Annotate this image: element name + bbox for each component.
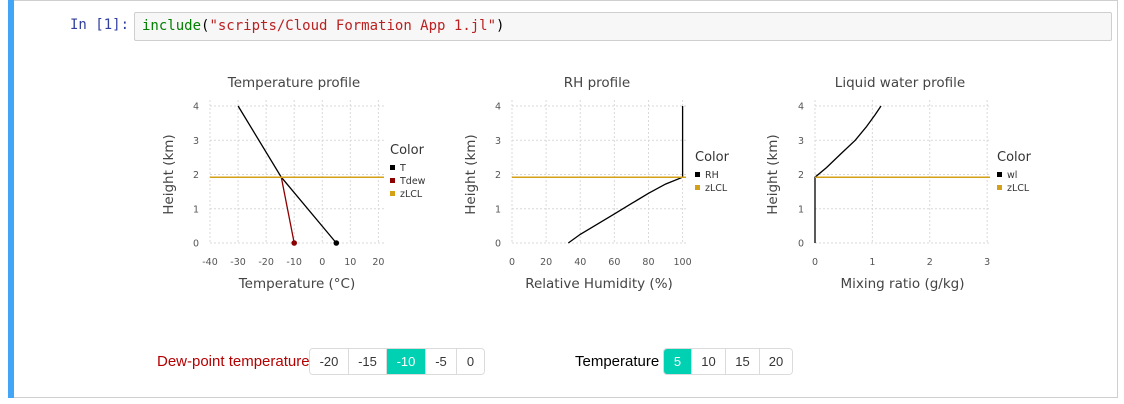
x-tick-label: 20 — [372, 257, 384, 268]
temperature-option[interactable]: 10 — [692, 349, 726, 374]
dewpoint-selector: -20 -15 -10 -5 0 — [309, 348, 485, 375]
y-tick-label: 0 — [193, 239, 199, 250]
dewpoint-option[interactable]: 0 — [457, 349, 484, 374]
legend-swatch — [390, 178, 395, 183]
x-tick-label: 20 — [540, 257, 552, 268]
x-tick-label: -10 — [286, 257, 302, 268]
code-string-arg: "scripts/Cloud Formation App 1.jl" — [209, 18, 497, 34]
legend-label: zLCL — [1007, 183, 1030, 194]
y-tick-label: 4 — [193, 102, 199, 113]
y-tick-label: 0 — [495, 239, 501, 250]
x-tick-label: -20 — [258, 257, 274, 268]
x-tick-label: 80 — [642, 257, 654, 268]
chart-1: Temperature profile -40 -30 -20 -10 0 10 20 0 1 2 3… — [161, 75, 426, 292]
dewpoint-option[interactable]: -5 — [426, 349, 457, 374]
y-tick-label: 2 — [193, 170, 199, 181]
x-tick-label: 0 — [812, 257, 818, 268]
chart-title: RH profile — [564, 75, 630, 91]
x-axis-label: Relative Humidity (%) — [525, 276, 673, 292]
x-tick-label: 100 — [674, 257, 692, 268]
notebook-cell — [8, 0, 1118, 398]
cell-selection-bar — [8, 0, 14, 398]
legend-swatch — [695, 172, 700, 177]
code-paren-close: ) — [496, 18, 505, 34]
code-function: include — [142, 18, 202, 34]
x-tick-label: -30 — [230, 257, 246, 268]
legend-label: zLCL — [400, 189, 423, 200]
series-line-Tdew — [280, 177, 295, 244]
legend-swatch — [390, 165, 395, 170]
y-tick-label: 1 — [798, 204, 804, 215]
y-axis-label: Height (km) — [463, 134, 479, 214]
dewpoint-label: Dew-point temperature — [157, 353, 310, 370]
temperature-selector: 5 10 15 20 — [663, 348, 793, 375]
cell-prompt: In [1]: — [70, 17, 130, 33]
y-tick-label: 3 — [495, 136, 501, 147]
y-tick-label: 3 — [193, 136, 199, 147]
y-tick-label: 3 — [798, 136, 804, 147]
code-paren-open: ( — [201, 18, 210, 34]
chart-3: Liquid water profile 0 1 2 3 0 1 2 3 4 Mixing rati… — [765, 75, 1032, 292]
legend-label: zLCL — [705, 183, 728, 194]
temperature-option[interactable]: 20 — [760, 349, 792, 374]
y-tick-label: 2 — [798, 170, 804, 181]
x-tick-label: 60 — [608, 257, 620, 268]
x-tick-label: 0 — [319, 257, 325, 268]
y-tick-label: 0 — [798, 239, 804, 250]
x-tick-label: -40 — [202, 257, 218, 268]
legend-title: Color — [695, 150, 730, 165]
series-line-RH — [567, 106, 684, 244]
x-tick-label: 0 — [509, 257, 515, 268]
chart-2: RH profile 0 20 40 60 80 100 0 1 2 3 4 Relative Humi… — [463, 75, 730, 292]
x-tick-label: 40 — [574, 257, 586, 268]
x-axis-label: Mixing ratio (g/kg) — [840, 276, 964, 292]
legend-swatch — [997, 172, 1002, 177]
legend-title: Color — [390, 143, 425, 158]
legend-swatch — [997, 185, 1002, 190]
chart-title: Temperature profile — [227, 75, 360, 91]
x-axis-label: Temperature (°C) — [238, 276, 356, 292]
x-tick-label: 1 — [869, 257, 875, 268]
legend-swatch — [390, 191, 395, 196]
legend-label: T — [399, 163, 406, 174]
legend-label: RH — [705, 170, 719, 181]
y-tick-label: 4 — [798, 102, 804, 113]
dewpoint-option[interactable]: -15 — [349, 349, 387, 374]
temperature-option[interactable]: 15 — [726, 349, 760, 374]
dewpoint-option[interactable]: -20 — [310, 349, 349, 374]
y-axis-label: Height (km) — [161, 134, 177, 214]
chart-title: Liquid water profile — [835, 75, 965, 91]
temperature-label: Temperature — [575, 353, 660, 370]
series-marker-T — [333, 240, 340, 246]
y-tick-label: 4 — [495, 102, 501, 113]
x-tick-label: 10 — [344, 257, 356, 268]
x-tick-label: 3 — [984, 257, 990, 268]
y-tick-label: 1 — [495, 204, 501, 215]
y-axis-label: Height (km) — [765, 134, 781, 214]
plots-svg: Temperature profile-40 -30 -20 -10 0 10 200123… — [161, 75, 1032, 292]
dewpoint-option[interactable]: -10 — [387, 349, 426, 374]
legend-label: wl — [1007, 170, 1017, 181]
code-input[interactable]: include("scripts/Cloud Formation App 1.j… — [134, 12, 1112, 41]
legend-label: Tdew — [399, 176, 426, 187]
temperature-option[interactable]: 5 — [664, 349, 692, 374]
legend-title: Color — [997, 150, 1032, 165]
y-tick-label: 2 — [495, 170, 501, 181]
legend-swatch — [695, 185, 700, 190]
x-tick-label: 2 — [927, 257, 933, 268]
series-marker-Tdew — [291, 240, 297, 246]
y-tick-label: 1 — [193, 204, 199, 215]
series-line-wl — [814, 105, 882, 243]
